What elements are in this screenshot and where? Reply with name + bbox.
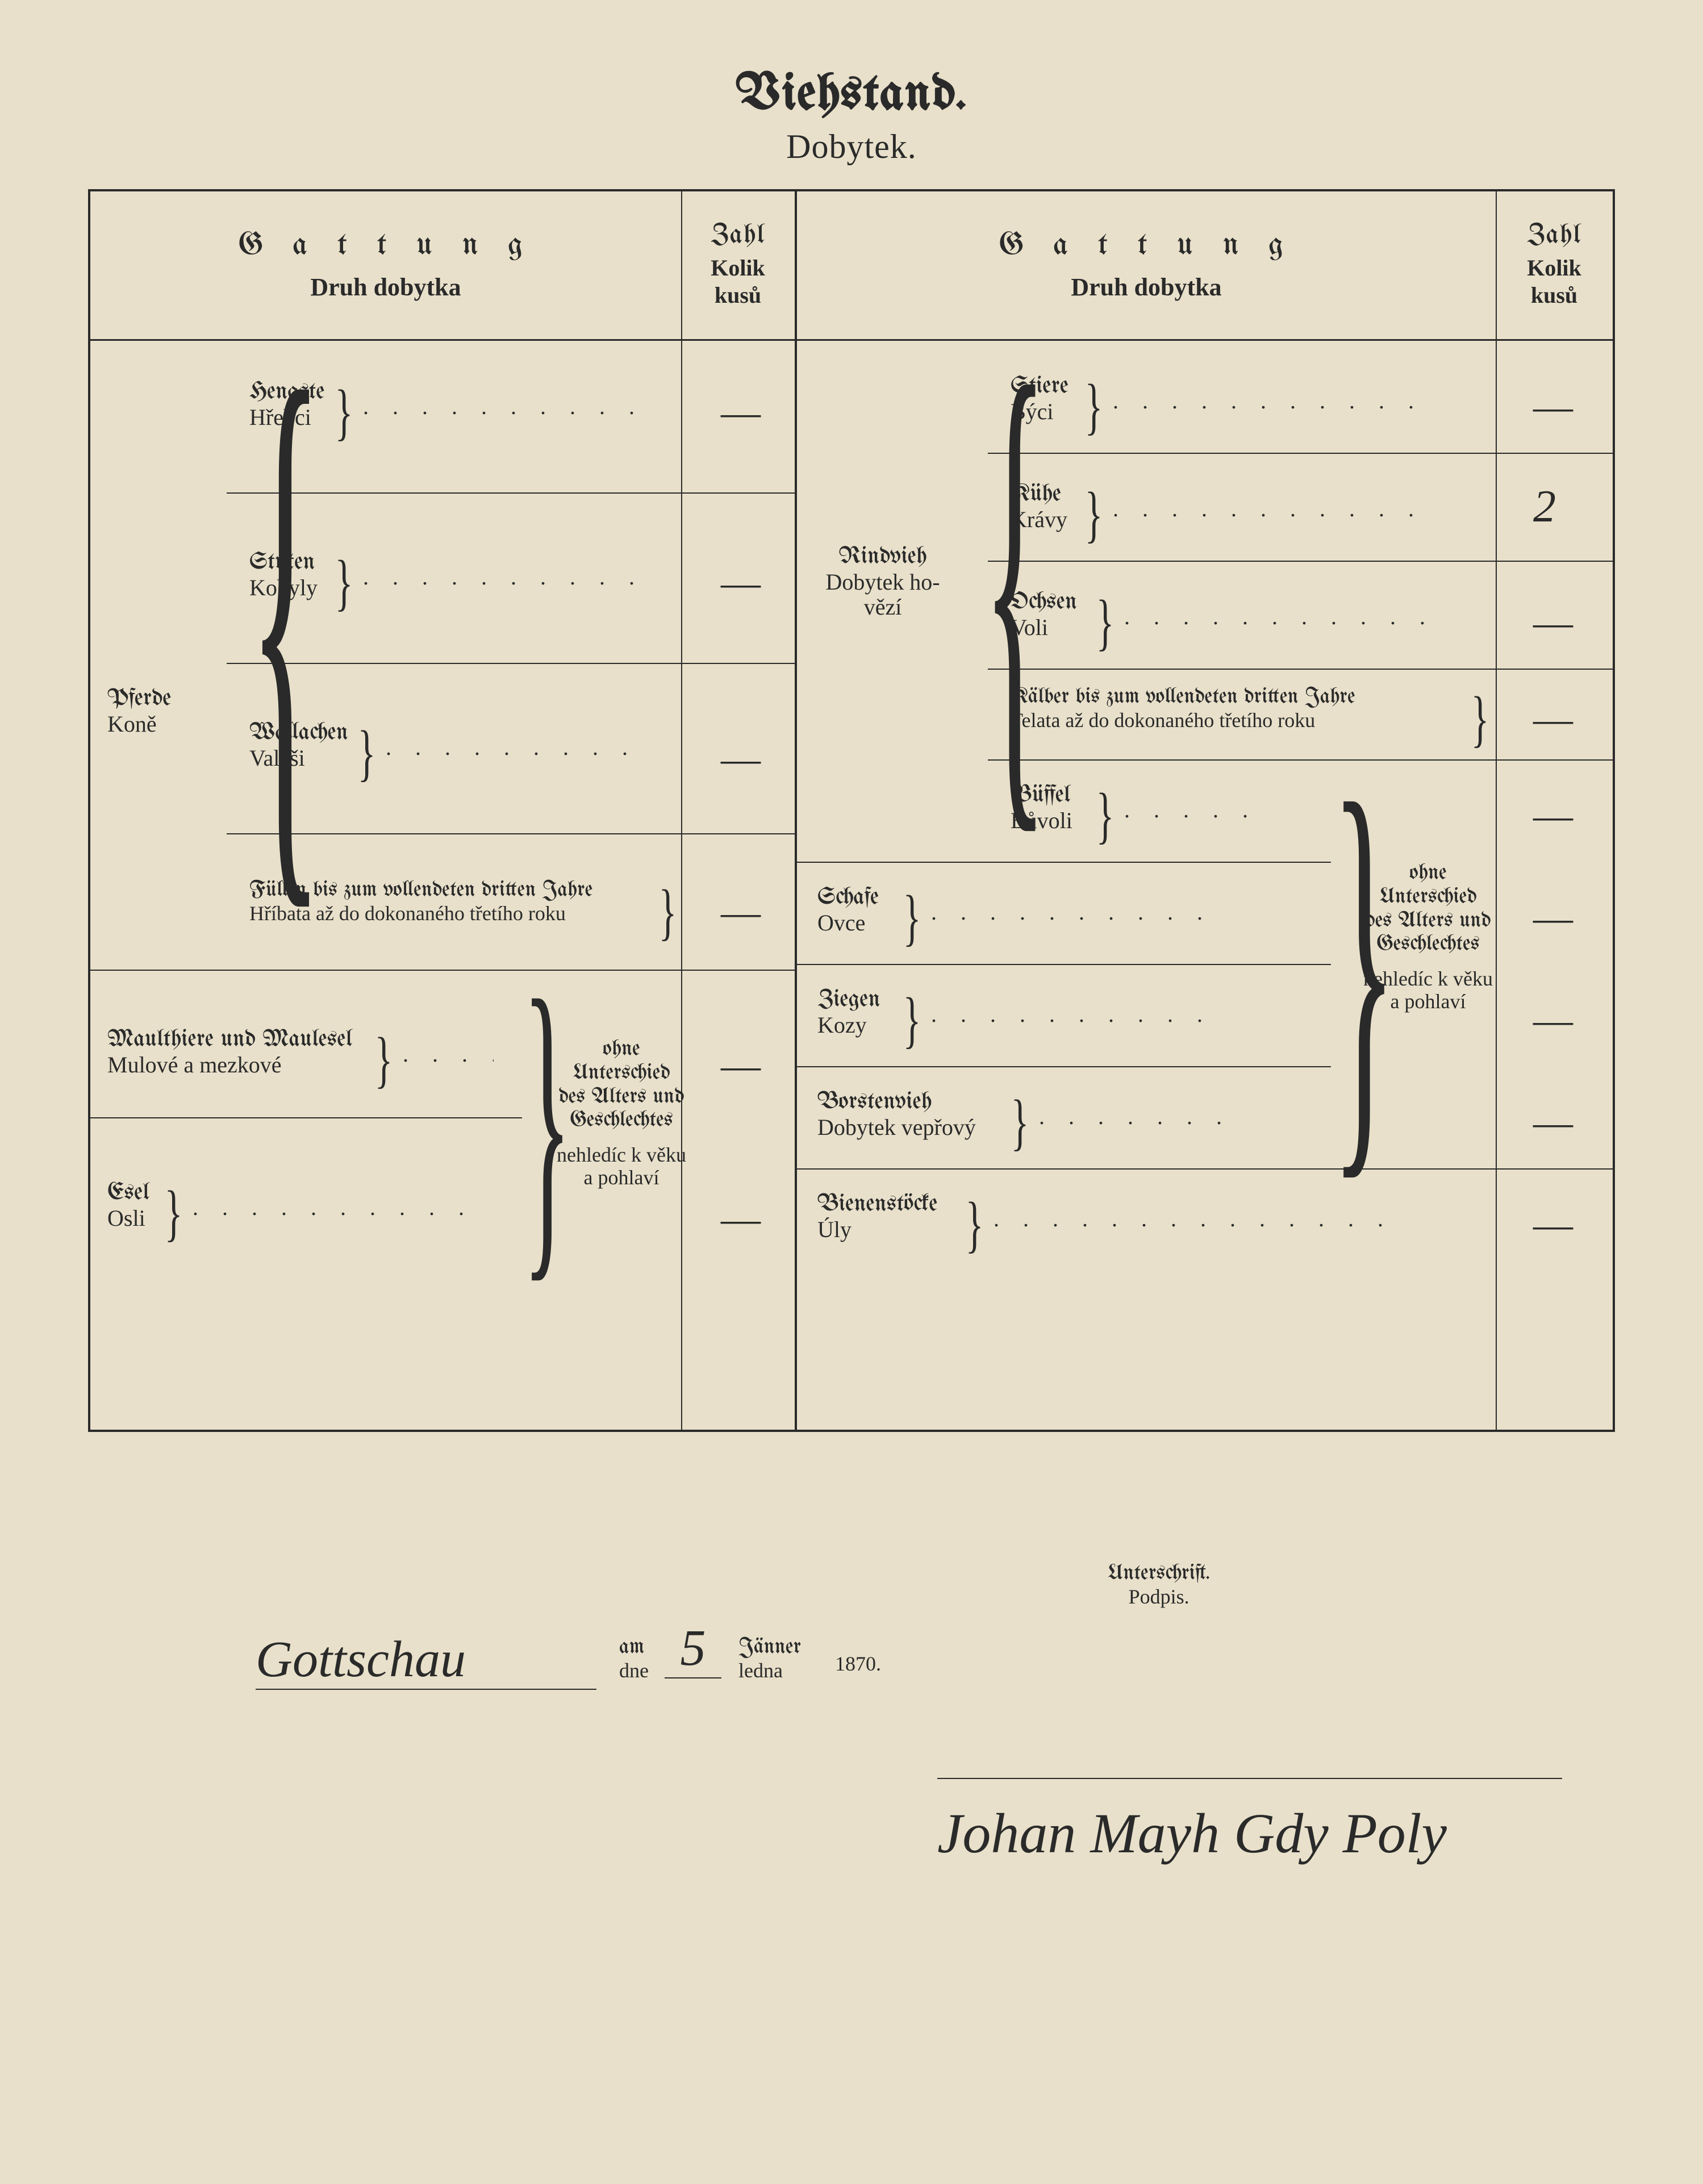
val-ochsen: — [1533, 600, 1573, 646]
row-kuehe: Kühe Krávy [1011, 481, 1067, 532]
val-schafe: — [1533, 896, 1573, 941]
row-ochsen: Ochsen Voli [1011, 589, 1077, 640]
row-bueffel: Büffel Bůvoli [1011, 782, 1072, 833]
row-fuellen: Füllen bis zum vollendeten dritten Jahre… [249, 879, 658, 925]
signature-line [937, 1778, 1562, 1779]
signature-handwritten: Johan Mayh Gdy Poly [937, 1801, 1447, 1866]
day-handwritten: 5 [665, 1619, 721, 1678]
livestock-table: G a t t u n g Druh dobytka Zahl Kolik ku… [88, 189, 1615, 1432]
header-gattung-right: G a t t u n g Druh dobytka [797, 191, 1497, 341]
val-wallachen: — [721, 737, 761, 782]
note-right: ohne Unterschied des Alters und Geschlec… [1363, 862, 1493, 1013]
row-stuten: Stuten Kobyly [249, 549, 318, 600]
val-esel: — [721, 1197, 761, 1242]
val-borstenvieh: — [1533, 1100, 1573, 1146]
row-bienen: Bienenstöcke Úly [817, 1191, 937, 1242]
val-bueffel: — [1533, 794, 1573, 839]
signature-label: Unterschrift. Podpis. [1108, 1562, 1210, 1609]
header-zahl-left: Zahl Kolik kusů [681, 191, 797, 341]
val-kuehe: 2 [1533, 481, 1556, 533]
row-hengste: Hengste Hřebci [249, 379, 324, 430]
val-ziegen: — [1533, 998, 1573, 1043]
row-ziegen: Ziegen Kozy [817, 987, 880, 1038]
place-handwritten: Gottschau [256, 1630, 596, 1690]
title-block: Viehstand. Dobytek. [85, 68, 1618, 166]
val-stiere: — [1533, 385, 1573, 430]
title-de: Viehstand. [85, 68, 1618, 122]
header-zahl-right: Zahl Kolik kusů [1496, 191, 1613, 341]
val-stuten: — [721, 561, 761, 606]
val-bienen: — [1533, 1202, 1573, 1248]
row-schafe: Schafe Ovce [817, 884, 879, 936]
group-rindvieh: Rindvieh Dobytek ho- vězí [817, 544, 948, 620]
row-esel: Esel Osli [107, 1180, 149, 1231]
note-left: ohne Unterschied des Alters und Geschlec… [556, 1038, 687, 1189]
brace-icon: { [248, 356, 323, 868]
row-wallachen: Wallachen Valaši [249, 720, 348, 771]
val-fuellen: — [721, 890, 761, 936]
row-borstenvieh: Borstenvieh Dobytek vepřový [817, 1089, 976, 1140]
row-stiere: Stiere Býci [1011, 373, 1068, 424]
row-kaelber: Kälber bis zum vollendeten dritten Jahre… [1011, 686, 1476, 732]
row-mules: Maulthiere und Maulesel Mulové a mezkové [107, 1026, 352, 1078]
val-kaelber: — [1533, 697, 1573, 742]
header-gattung-left: G a t t u n g Druh dobytka [90, 191, 682, 341]
title-cz: Dobytek. [85, 127, 1618, 166]
val-mules: — [721, 1043, 761, 1089]
group-pferde: Pferde Koně [107, 686, 171, 737]
val-hengste: — [721, 390, 761, 436]
year: 1870. [835, 1653, 881, 1676]
